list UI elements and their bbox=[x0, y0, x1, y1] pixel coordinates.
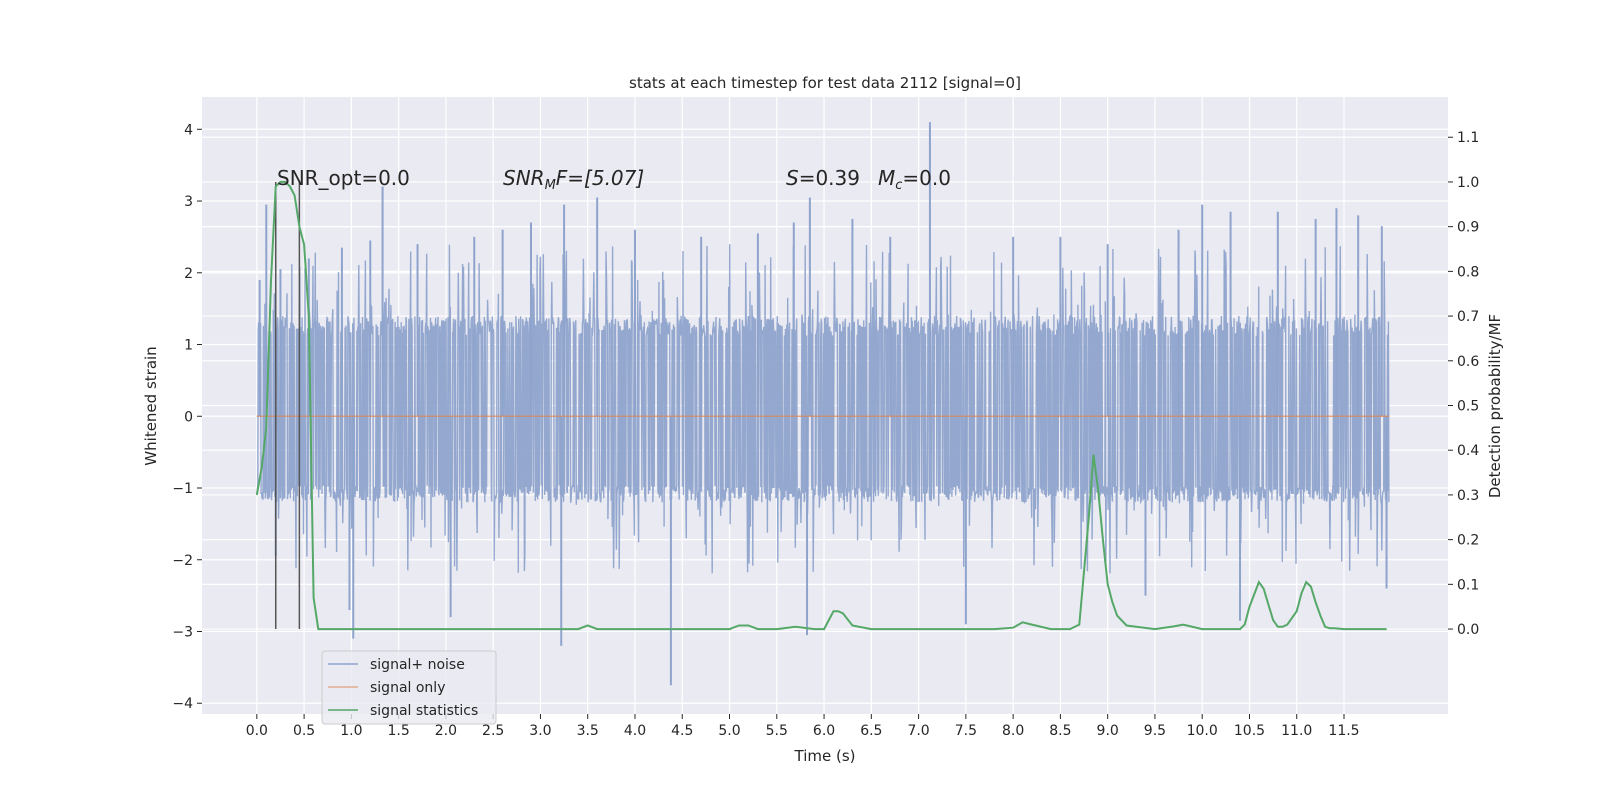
right-y-tick-label: 0.0 bbox=[1457, 622, 1479, 638]
noise-series bbox=[256, 122, 1390, 686]
x-tick-label: 2.0 bbox=[435, 723, 457, 739]
left-y-tick-label: 2 bbox=[184, 266, 193, 282]
x-axis: 0.0 0.5 1.0 1.5 2.0 2.5 3.0 3.5 4.0 4.5 5.0 5.5 6.0 6… bbox=[246, 714, 1360, 739]
legend-label-noise: signal+ noise bbox=[370, 657, 465, 673]
annotation-s-and-mc: S=0.39 Mc=0.0 bbox=[786, 166, 951, 193]
left-y-tick-label: 1 bbox=[184, 338, 193, 354]
annotation-mc-base: M bbox=[878, 166, 895, 190]
x-tick-label: 8.5 bbox=[1049, 723, 1071, 739]
x-tick-label: 2.5 bbox=[482, 723, 504, 739]
right-y-tick-label: 0.6 bbox=[1457, 354, 1479, 370]
x-axis-label: Time (s) bbox=[794, 747, 856, 765]
right-y-tick-label: 0.8 bbox=[1457, 264, 1479, 280]
x-tick-label: 1.0 bbox=[340, 723, 362, 739]
legend-label-statistics: signal statistics bbox=[370, 703, 478, 719]
right-y-tick-label: 0.1 bbox=[1457, 577, 1479, 593]
x-tick-label: 10.0 bbox=[1187, 723, 1218, 739]
annotation-mc-value: =0.0 bbox=[902, 166, 951, 190]
right-y-tick-label: 0.7 bbox=[1457, 309, 1479, 325]
annotations: SNR_opt=0.0 SNRMF=[5.07] S=0.39 Mc=0.0 bbox=[277, 166, 951, 193]
annotation-snr-mf-rest: F=[5.07] bbox=[556, 166, 644, 190]
x-tick-label: 11.5 bbox=[1328, 723, 1359, 739]
x-tick-label: 9.0 bbox=[1097, 723, 1119, 739]
left-y-tick-label: 0 bbox=[184, 409, 193, 425]
x-tick-label: 8.0 bbox=[1002, 723, 1024, 739]
left-y-tick-label: −4 bbox=[172, 696, 193, 712]
right-y-tick-label: 0.2 bbox=[1457, 533, 1479, 549]
left-y-tick-label: 3 bbox=[184, 194, 193, 210]
right-y-tick-label: 1.1 bbox=[1457, 130, 1479, 146]
x-tick-label: 0.0 bbox=[246, 723, 268, 739]
left-y-tick-label: 4 bbox=[184, 122, 193, 138]
x-tick-label: 9.5 bbox=[1144, 723, 1166, 739]
x-tick-label: 10.5 bbox=[1234, 723, 1265, 739]
annotation-mc-sub: c bbox=[895, 178, 902, 193]
annotation-s-value: =0.39 bbox=[799, 166, 860, 190]
x-tick-label: 4.0 bbox=[624, 723, 646, 739]
legend-box bbox=[321, 650, 497, 725]
signal-statistics-line bbox=[255, 180, 1387, 631]
left-y-tick-label: −3 bbox=[172, 624, 193, 640]
x-tick-label: 5.0 bbox=[718, 723, 740, 739]
right-y-tick-label: 0.5 bbox=[1457, 399, 1479, 415]
annotation-snr-mf: SNRMF=[5.07] bbox=[503, 166, 644, 193]
x-tick-label: 1.5 bbox=[388, 723, 410, 739]
x-tick-label: 7.5 bbox=[955, 723, 977, 739]
signal-statistics-series bbox=[255, 180, 1387, 631]
left-y-axis: −4 −3 −2 −1 0 1 2 3 4 bbox=[172, 122, 202, 712]
x-tick-label: 0.5 bbox=[293, 723, 315, 739]
right-y-tick-label: 0.9 bbox=[1457, 220, 1479, 236]
left-y-tick-label: −1 bbox=[172, 481, 193, 497]
noise-trace bbox=[256, 244, 1390, 574]
annotation-snr-mf-sub: M bbox=[545, 178, 556, 193]
legend: signal+ noise signal only signal statist… bbox=[321, 650, 497, 725]
right-y-axis: 0.0 0.1 0.2 0.3 0.4 0.5 0.6 0.7 0.8 0.9 1.0 1.1 bbox=[1448, 130, 1479, 638]
chart-title: stats at each timestep for test data 211… bbox=[629, 74, 1021, 92]
left-y-tick-label: −2 bbox=[172, 553, 193, 569]
x-tick-label: 6.0 bbox=[813, 723, 835, 739]
x-tick-label: 5.5 bbox=[766, 723, 788, 739]
right-y-tick-label: 1.0 bbox=[1457, 175, 1479, 191]
right-y-tick-label: 0.3 bbox=[1457, 488, 1479, 504]
x-tick-label: 3.5 bbox=[577, 723, 599, 739]
x-tick-label: 6.5 bbox=[860, 723, 882, 739]
right-y-axis-label: Detection probability/MF bbox=[1486, 314, 1504, 498]
x-tick-label: 7.0 bbox=[907, 723, 929, 739]
annotation-snr-mf-base: SNR bbox=[503, 166, 545, 190]
left-y-axis-label: Whitened strain bbox=[142, 346, 160, 465]
x-tick-label: 3.0 bbox=[529, 723, 551, 739]
legend-label-signal: signal only bbox=[370, 680, 445, 696]
x-tick-label: 4.5 bbox=[671, 723, 693, 739]
right-y-tick-label: 0.4 bbox=[1457, 443, 1479, 459]
x-tick-label: 11.0 bbox=[1281, 723, 1312, 739]
annotation-s-symbol: S bbox=[786, 166, 799, 190]
annotation-snr-opt: SNR_opt=0.0 bbox=[277, 166, 410, 190]
vertical-markers bbox=[274, 181, 301, 630]
